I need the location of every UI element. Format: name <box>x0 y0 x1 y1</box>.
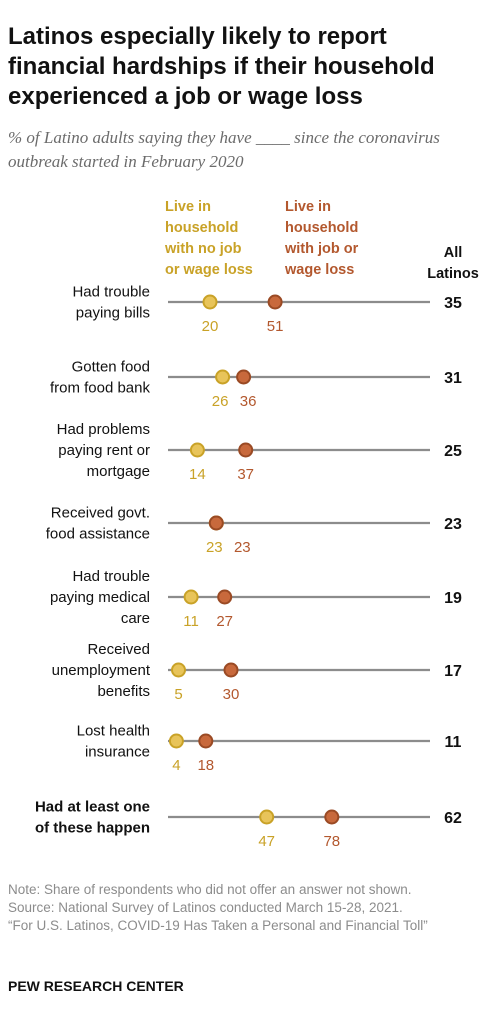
legend-job-loss: Live in household with job or wage loss <box>284 199 359 278</box>
report-title: “For U.S. Latinos, COVID-19 Has Taken a … <box>8 918 428 933</box>
dot-job-loss <box>198 733 214 749</box>
dot-no-job-loss <box>202 294 218 310</box>
dot-job-loss <box>238 442 254 458</box>
note-text: Note: Share of respondents who did not o… <box>8 882 412 897</box>
dot-job-loss <box>217 589 233 605</box>
dot-no-job-loss <box>183 589 199 605</box>
total-value-label: 23 <box>444 516 462 533</box>
dot-job-loss <box>236 369 252 385</box>
total-value-label: 35 <box>444 295 462 312</box>
dot-job-loss <box>267 294 283 310</box>
category-label: Had at least one of these happen <box>35 799 150 837</box>
dot-no-job-loss <box>189 442 205 458</box>
chart-footnotes: Note: Share of respondents who did not o… <box>8 881 494 935</box>
total-value-label: 11 <box>445 734 462 751</box>
total-value-label: 62 <box>444 810 462 827</box>
dot-no-job-loss <box>259 809 275 825</box>
value-label-no-job-loss: 14 <box>189 466 206 483</box>
value-label-job-loss: 27 <box>216 613 233 630</box>
value-label-job-loss: 78 <box>323 833 340 850</box>
value-label-no-job-loss: 20 <box>202 318 219 335</box>
category-label: Had trouble paying medical care <box>50 568 150 627</box>
dot-plot-chart: Live in household with no job or wage loss L… <box>35 199 479 850</box>
total-value-label: 19 <box>444 590 462 607</box>
dot-job-loss <box>324 809 340 825</box>
category-label: Had problems paying rent or mortgage <box>57 421 150 480</box>
value-label-job-loss: 23 <box>234 539 251 556</box>
legend-all-latinos: All Latinos <box>427 245 479 282</box>
value-label-job-loss: 30 <box>223 686 240 703</box>
value-label-job-loss: 37 <box>237 466 254 483</box>
value-label-no-job-loss: 23 <box>206 539 223 556</box>
value-label-job-loss: 51 <box>267 318 284 335</box>
category-label: Lost health insurance <box>77 723 150 761</box>
category-label: Had trouble paying bills <box>72 284 150 322</box>
chart-subtitle: % of Latino adults saying they have ____… <box>8 128 440 171</box>
total-value-label: 31 <box>444 370 462 387</box>
category-label: Gotten food from food bank <box>50 359 151 397</box>
dot-job-loss <box>223 662 239 678</box>
total-value-label: 25 <box>444 443 462 460</box>
chart-title: Latinos especially likely to report fina… <box>8 23 435 110</box>
value-label-no-job-loss: 5 <box>174 686 182 703</box>
dot-job-loss <box>208 515 224 531</box>
total-value-label: 17 <box>444 663 462 680</box>
value-label-no-job-loss: 26 <box>212 393 229 410</box>
legend-no-job-loss: Live in household with no job or wage loss <box>164 199 253 278</box>
value-label-no-job-loss: 47 <box>258 833 275 850</box>
category-label: Received govt. food assistance <box>46 505 150 543</box>
dot-no-job-loss <box>215 369 231 385</box>
value-label-no-job-loss: 4 <box>172 757 180 774</box>
value-label-no-job-loss: 11 <box>183 613 199 630</box>
brand-name: PEW RESEARCH CENTER <box>8 978 184 994</box>
source-text: Source: National Survey of Latinos condu… <box>8 900 403 915</box>
dot-no-job-loss <box>171 662 186 678</box>
value-label-job-loss: 36 <box>240 393 257 410</box>
category-label: Received unemployment benefits <box>52 641 151 700</box>
value-label-job-loss: 18 <box>197 757 214 774</box>
dot-no-job-loss <box>168 733 184 749</box>
